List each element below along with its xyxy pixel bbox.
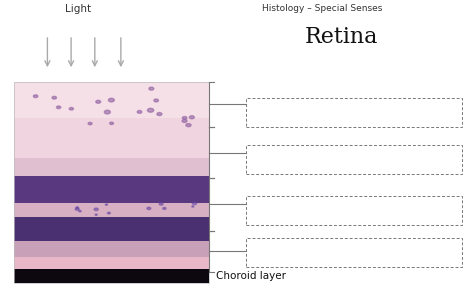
Circle shape xyxy=(109,98,114,102)
Bar xyxy=(14,203,209,217)
Bar xyxy=(14,82,209,283)
Circle shape xyxy=(95,214,97,215)
Circle shape xyxy=(108,212,110,214)
Bar xyxy=(14,82,209,283)
Circle shape xyxy=(104,110,110,114)
Bar xyxy=(246,145,462,174)
Circle shape xyxy=(186,124,191,127)
Text: Retina: Retina xyxy=(305,26,378,48)
Circle shape xyxy=(75,208,79,210)
Bar xyxy=(246,238,462,267)
Circle shape xyxy=(157,112,162,116)
Circle shape xyxy=(79,210,81,212)
Circle shape xyxy=(182,117,187,119)
Bar xyxy=(14,176,209,203)
Circle shape xyxy=(96,100,100,103)
Circle shape xyxy=(149,87,154,90)
Circle shape xyxy=(76,207,79,208)
Circle shape xyxy=(147,207,151,210)
Circle shape xyxy=(88,122,92,125)
Bar xyxy=(14,82,209,118)
Bar xyxy=(246,196,462,225)
Circle shape xyxy=(33,95,38,98)
Circle shape xyxy=(154,99,158,102)
Circle shape xyxy=(190,116,194,119)
Bar xyxy=(14,118,209,158)
Bar xyxy=(14,241,209,257)
Circle shape xyxy=(137,110,142,113)
Circle shape xyxy=(182,119,187,122)
Text: Light: Light xyxy=(65,4,91,14)
Text: Histology – Special Senses: Histology – Special Senses xyxy=(262,4,383,13)
Text: Choroid layer: Choroid layer xyxy=(216,271,286,281)
Circle shape xyxy=(105,204,108,205)
Circle shape xyxy=(52,96,56,99)
Circle shape xyxy=(159,203,163,205)
Bar xyxy=(14,269,209,283)
Bar xyxy=(246,98,462,127)
Bar xyxy=(14,257,209,269)
Bar xyxy=(14,158,209,176)
Bar xyxy=(14,217,209,241)
Circle shape xyxy=(56,106,61,109)
Circle shape xyxy=(69,107,73,110)
Circle shape xyxy=(147,108,154,112)
Circle shape xyxy=(94,208,98,211)
Circle shape xyxy=(109,122,113,124)
Circle shape xyxy=(192,202,197,205)
Circle shape xyxy=(163,207,166,209)
Circle shape xyxy=(192,206,194,207)
